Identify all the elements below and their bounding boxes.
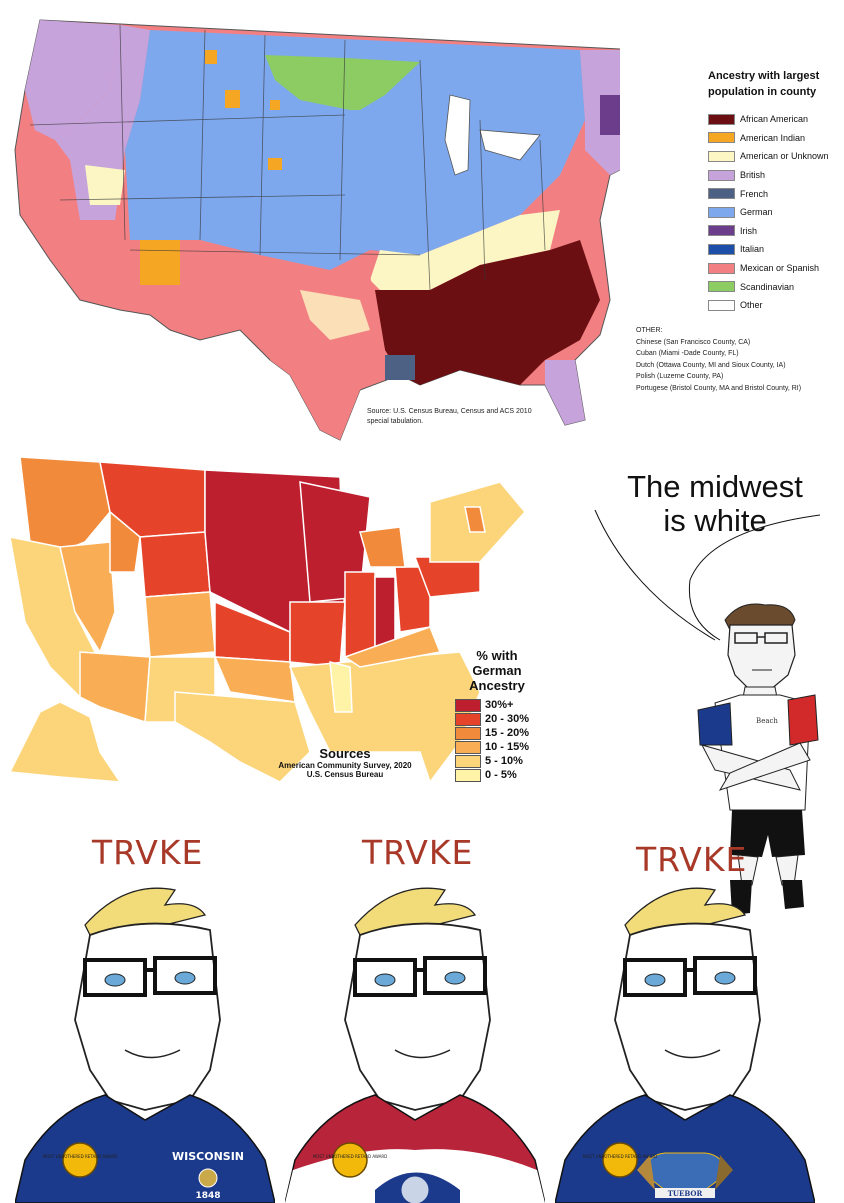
german-legend-label: 20 - 30% <box>485 713 530 725</box>
ancestry-legend-label: French <box>740 188 769 199</box>
ancestry-legend-item: German <box>708 203 844 222</box>
man-in-tank-top: Beach <box>697 603 819 915</box>
trvke-label-2: TRVKE <box>362 833 474 872</box>
ancestry-legend-item: African American <box>708 110 844 129</box>
german-legend: % with German Ancestry 30%+ 20 - 30% 15 - … <box>455 648 545 782</box>
ancestry-legend-swatch <box>708 206 735 218</box>
ancestry-legend-title: Ancestry with largest population in coun… <box>708 70 820 98</box>
ancestry-legend-swatch <box>708 169 735 181</box>
ancestry-legend-swatch <box>708 113 735 125</box>
german-legend-label: 10 - 15% <box>485 741 530 753</box>
man-tshirt-text: Beach <box>756 717 778 725</box>
ancestry-legend-label: Other <box>740 300 763 311</box>
ancestry-legend-item: British <box>708 166 844 185</box>
german-legend-swatch <box>455 698 481 712</box>
german-legend-item: 0 - 5% <box>455 768 545 782</box>
german-sources: Sources American Community Survey, 2020 … <box>255 746 435 780</box>
ancestry-legend-swatch <box>708 132 735 144</box>
ancestry-legend: Ancestry with largest population in coun… <box>708 68 844 315</box>
trvke-label-3: TRVKE <box>636 840 748 879</box>
speech-bubble-lines <box>594 509 821 641</box>
ancestry-legend-swatch <box>708 262 735 274</box>
other-line: Dutch (Ottawa County, MI and Sioux Count… <box>636 361 786 369</box>
ancestry-legend-label: American or Unknown <box>740 151 829 162</box>
german-legend-label: 30%+ <box>485 699 514 711</box>
ancestry-map <box>14 19 620 441</box>
medal-text-1: MOST UNBOTHERED RETARD AWARD <box>43 1154 117 1159</box>
ancestry-legend-label: Irish <box>740 225 758 236</box>
other-line: Polish (Luzerne County, PA) <box>636 373 724 380</box>
german-legend-item: 10 - 15% <box>455 740 545 754</box>
german-legend-swatch <box>455 726 481 740</box>
ancestry-legend-swatch <box>708 225 735 237</box>
ancestry-legend-item: American Indian <box>708 129 844 148</box>
wojak-michigan: TUEBOR MOST UNBOTHERED RETARD AWARD <box>555 887 815 1203</box>
speech-line1: The midwest <box>627 469 803 504</box>
tuebor-text: TUEBOR <box>668 1189 703 1198</box>
ancestry-legend-item: Scandinavian <box>708 277 844 296</box>
ancestry-legend-item: French <box>708 184 844 203</box>
german-legend-item: 5 - 10% <box>455 754 545 768</box>
ancestry-legend-swatch <box>708 150 735 162</box>
german-legend-swatch <box>455 768 481 782</box>
german-legend-item: 30%+ <box>455 698 545 712</box>
ancestry-legend-label: German <box>740 207 773 218</box>
ancestry-legend-label: British <box>740 170 766 181</box>
wisconsin-year: 1848 <box>195 1191 220 1201</box>
ancestry-legend-label: Scandinavian <box>740 281 795 292</box>
medal-text-3: MOST UNBOTHERED RETARD AWARD <box>583 1154 657 1159</box>
wisconsin-text: WISCONSIN <box>172 1150 244 1163</box>
ancestry-legend-item: Mexican or Spanish <box>708 259 844 278</box>
ancestry-legend-label: Mexican or Spanish <box>740 263 820 274</box>
german-legend-item: 15 - 20% <box>455 726 545 740</box>
german-legend-swatch <box>455 754 481 768</box>
ancestry-legend-swatch <box>708 243 735 255</box>
ancestry-legend-item: Italian <box>708 240 844 259</box>
ancestry-legend-item: Other <box>708 296 844 315</box>
sources-heading: Sources <box>319 746 371 761</box>
german-legend-title: % with German Ancestry <box>469 648 525 693</box>
german-ancestry-map <box>8 456 526 784</box>
other-notes: OTHER: Chinese (San Francisco County, CA… <box>636 325 841 394</box>
trvke-label-1: TRVKE <box>92 833 204 872</box>
ancestry-source: Source: U.S. Census Bureau, Census and A… <box>367 408 532 425</box>
ancestry-legend-swatch <box>708 281 735 293</box>
ancestry-legend-item: Irish <box>708 222 844 241</box>
speech-text: The midwest is white <box>590 470 840 538</box>
german-legend-label: 5 - 10% <box>485 755 523 767</box>
ancestry-legend-swatch <box>708 299 735 311</box>
german-legend-swatch <box>455 712 481 726</box>
wojak-missouri: MOST UNBOTHERED RETARD AWARD <box>285 887 545 1203</box>
other-line: Portugese (Bristol County, MA and Bristo… <box>636 384 802 392</box>
german-legend-label: 0 - 5% <box>485 769 517 781</box>
german-legend-item: 20 - 30% <box>455 712 545 726</box>
ancestry-legend-label: Italian <box>740 244 765 255</box>
ancestry-legend-swatch <box>708 188 735 200</box>
german-legend-swatch <box>455 740 481 754</box>
sources-line2: U.S. Census Bureau <box>306 770 384 779</box>
wojak-wisconsin: MOST UNBOTHERED RETARD AWARD WISCONSIN 1… <box>15 887 275 1203</box>
other-line: Chinese (San Francisco County, CA) <box>636 338 751 346</box>
ancestry-legend-item: American or Unknown <box>708 147 844 166</box>
sources-line1: American Community Survey, 2020 <box>278 761 412 770</box>
ancestry-legend-label: American Indian <box>740 132 806 143</box>
other-title: OTHER: <box>636 327 663 334</box>
ancestry-legend-label: African American <box>740 114 809 125</box>
other-line: Cuban (Miami -Dade County, FL) <box>636 350 739 357</box>
medal-text-2: MOST UNBOTHERED RETARD AWARD <box>313 1154 387 1159</box>
german-legend-label: 15 - 20% <box>485 727 530 739</box>
